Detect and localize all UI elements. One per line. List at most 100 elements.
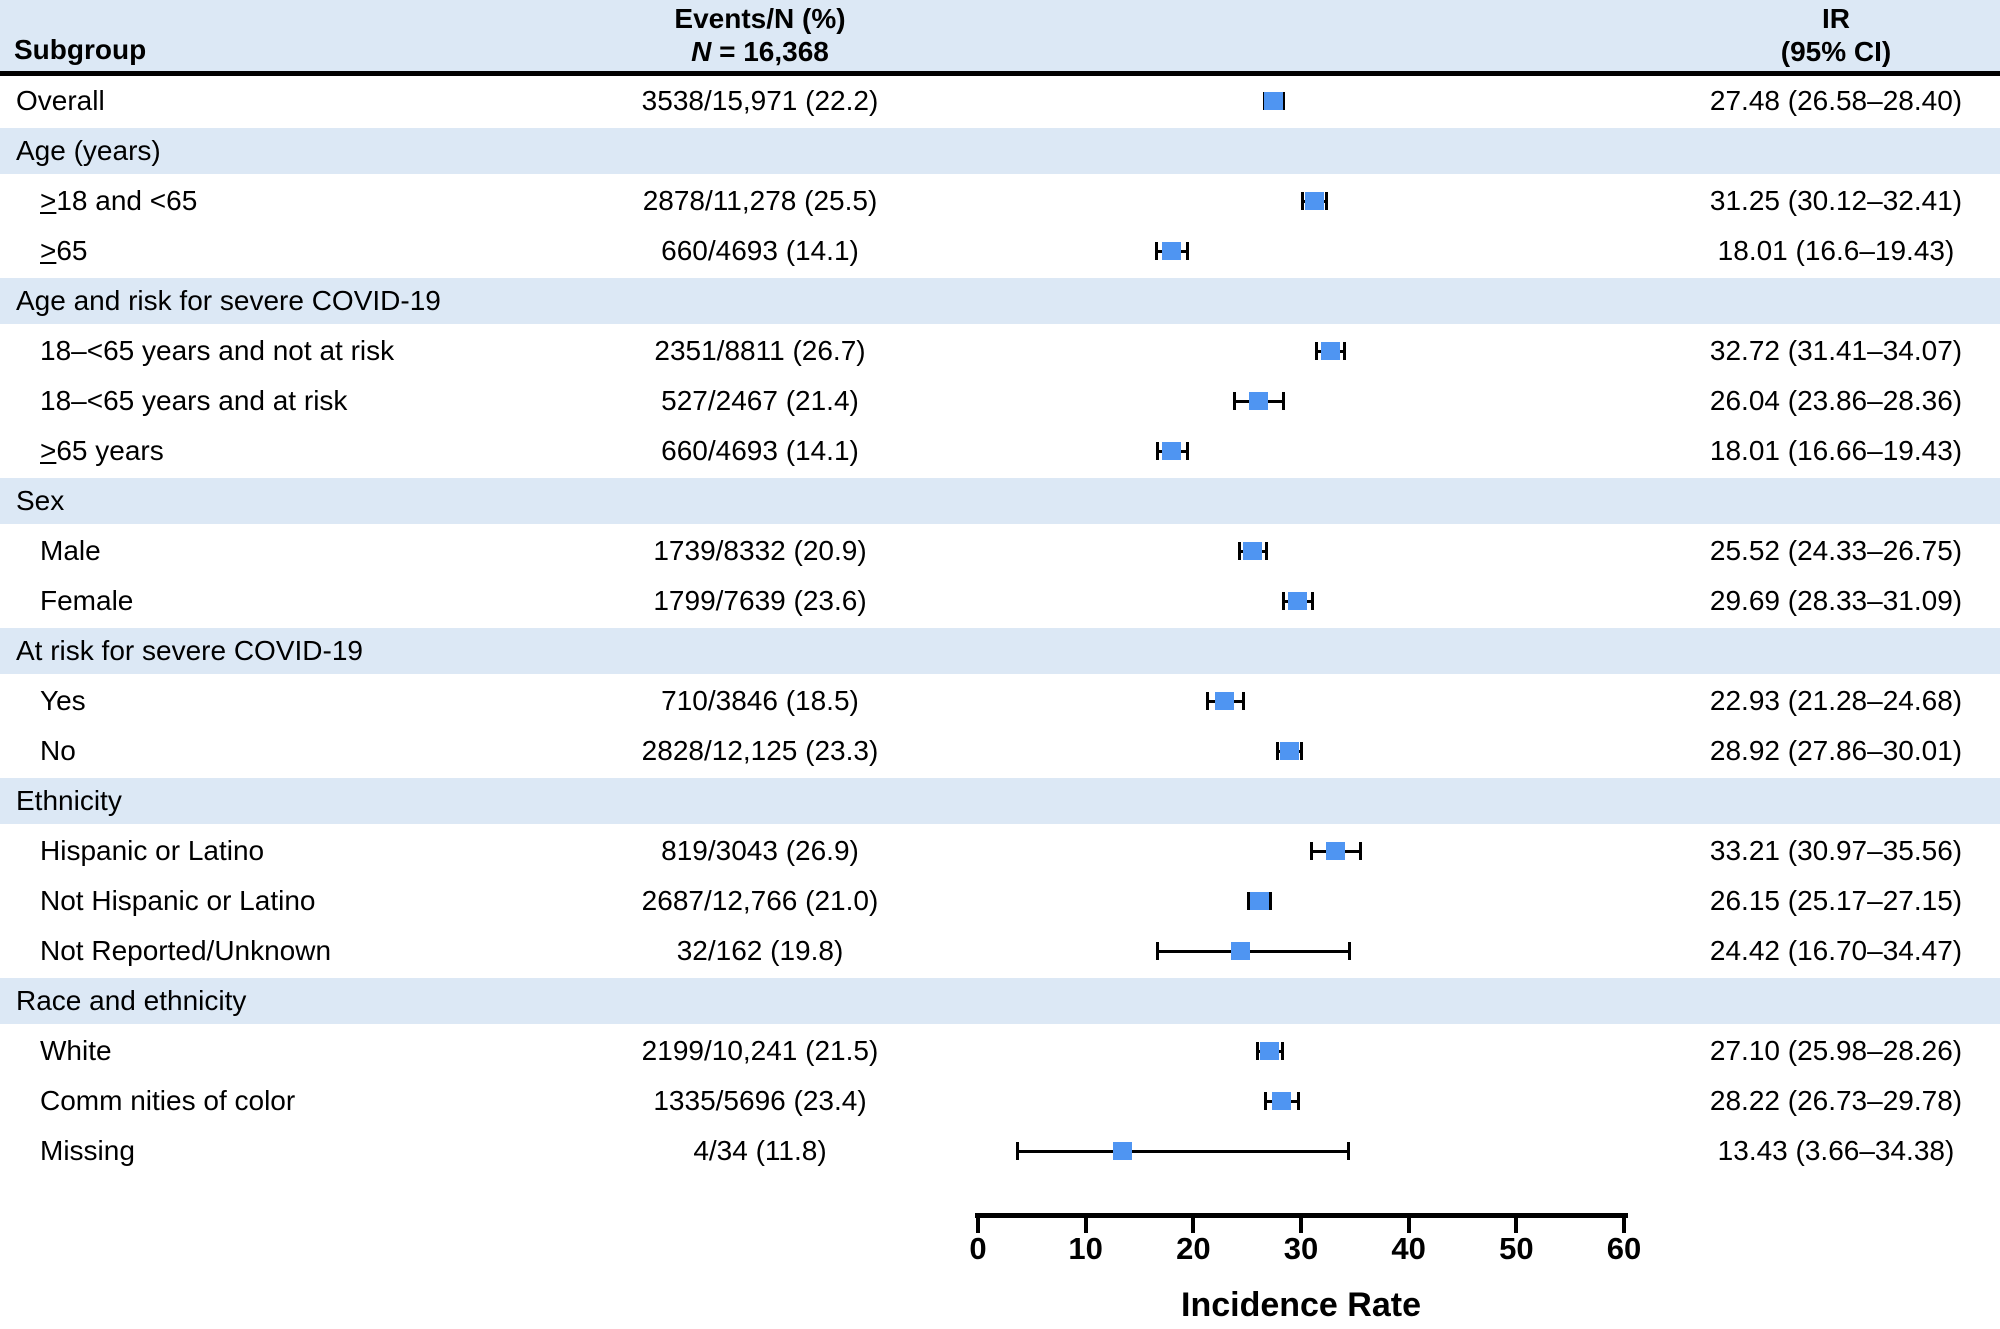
x-axis-tick-label: 20 [1176, 1231, 1211, 1266]
point-marker [1248, 392, 1268, 410]
point-marker [1288, 592, 1308, 610]
events-value: 1335/5696 (23.4) [653, 1085, 867, 1116]
section-header-row: Age and risk for severe COVID-19 [0, 276, 2000, 326]
point-marker [1250, 892, 1270, 910]
subgroup-label: >18 and <65 [40, 185, 198, 216]
ir-column-header: IR (95% CI) [1676, 2, 1996, 68]
table-row: No 2828/12,125 (23.3) 28.92 (27.86–30.01… [0, 726, 2000, 776]
ir-value: 33.21 (30.97–35.56) [1709, 835, 1963, 866]
ci-cap-low [1247, 892, 1251, 910]
point-marker [1162, 442, 1182, 460]
table-row: Comm nities of color 1335/5696 (23.4) 28… [0, 1076, 2000, 1126]
events-value: 4/34 (11.8) [693, 1135, 827, 1166]
ci-cap-high [1280, 1042, 1284, 1060]
subgroup-column-header: Subgroup [14, 34, 147, 65]
ci-cap-high [1347, 942, 1351, 960]
events-value: 2351/8811 (26.7) [654, 335, 866, 366]
section-header-row: Ethnicity [0, 776, 2000, 826]
ci-cap-low [1205, 692, 1209, 710]
subgroup-label: Yes [40, 685, 86, 716]
x-axis-tick-label: 10 [1068, 1231, 1103, 1266]
subgroup-label: 18–<65 years and at risk [40, 385, 348, 416]
table-body: Overall 3538/15,971 (22.2) 27.48 (26.58–… [0, 76, 2000, 1176]
events-value: 660/4693 (14.1) [661, 235, 859, 266]
ir-value: 18.01 (16.6–19.43) [1717, 235, 1955, 266]
table-row: Female 1799/7639 (23.6) 29.69 (28.33–31.… [0, 576, 2000, 626]
ci-cap-high [1359, 842, 1363, 860]
table-row: Hispanic or Latino 819/3043 (26.9) 33.21… [0, 826, 2000, 876]
ci-cap-low [1276, 742, 1280, 760]
ci-cap-low [1155, 242, 1159, 260]
point-marker [1162, 242, 1182, 260]
table-row: Male 1739/8332 (20.9) 25.52 (24.33–26.75… [0, 526, 2000, 576]
ci-cap-low [1309, 842, 1313, 860]
table-row: >18 and <65 2878/11,278 (25.5) 31.25 (30… [0, 176, 2000, 226]
subgroup-label: White [40, 1035, 112, 1066]
events-value: 710/3846 (18.5) [661, 685, 859, 716]
ir-value: 26.15 (25.17–27.15) [1709, 885, 1963, 916]
ir-value: 32.72 (31.41–34.07) [1709, 335, 1963, 366]
table-row: >65 years 660/4693 (14.1) 18.01 (16.66–1… [0, 426, 2000, 476]
ci-cap-low [1281, 592, 1285, 610]
ci-cap-high [1264, 542, 1268, 560]
table-row: 18–<65 years and at risk 527/2467 (21.4)… [0, 376, 2000, 426]
section-header-row: At risk for severe COVID-19 [0, 626, 2000, 676]
subgroup-label: Race and ethnicity [16, 985, 247, 1016]
ci-cap-high [1343, 342, 1347, 360]
events-value: 1739/8332 (20.9) [653, 535, 867, 566]
x-axis-tick [1299, 1213, 1303, 1233]
ir-header-line1: IR [1822, 3, 1850, 34]
ir-value: 31.25 (30.12–32.41) [1709, 185, 1963, 216]
ci-cap-high [1185, 442, 1189, 460]
n-total: = 16,368 [711, 36, 829, 67]
subgroup-label: Not Hispanic or Latino [40, 885, 316, 916]
table-row: Not Hispanic or Latino 2687/12,766 (21.0… [0, 876, 2000, 926]
table-row: Overall 3538/15,971 (22.2) 27.48 (26.58–… [0, 76, 2000, 126]
table-row: Missing 4/34 (11.8) 13.43 (3.66–34.38) [0, 1126, 2000, 1176]
ir-value: 25.52 (24.33–26.75) [1709, 535, 1963, 566]
subgroup-label: 18–<65 years and not at risk [40, 335, 395, 366]
events-value: 2199/10,241 (21.5) [641, 1035, 879, 1066]
subgroup-label: >65 years [40, 435, 164, 466]
point-marker [1215, 692, 1235, 710]
x-axis-title: Incidence Rate [1181, 1286, 1421, 1324]
ci-cap-high [1185, 242, 1189, 260]
ir-header-line2: (95% CI) [1780, 36, 1892, 67]
point-marker [1304, 192, 1324, 210]
point-marker [1113, 1142, 1133, 1160]
subgroup-label: Ethnicity [16, 785, 122, 816]
ci-cap-high [1311, 592, 1315, 610]
x-axis-tick [1622, 1213, 1626, 1233]
events-value: 2687/12,766 (21.0) [641, 885, 879, 916]
section-header-row: Age (years) [0, 126, 2000, 176]
ci-line [1157, 950, 1350, 953]
x-axis-tick-label: 30 [1283, 1231, 1319, 1266]
events-column-header: Events/N (%) N = 16,368 [540, 2, 980, 68]
x-axis-tick-label: 60 [1606, 1231, 1642, 1266]
ci-cap-high [1346, 1142, 1350, 1160]
ci-cap-low [1264, 1092, 1268, 1110]
ir-value: 27.10 (25.98–28.26) [1709, 1035, 1963, 1066]
section-header-row: Sex [0, 476, 2000, 526]
subgroup-label: Age and risk for severe COVID-19 [16, 285, 441, 316]
ir-value: 24.42 (16.70–34.47) [1709, 935, 1963, 966]
ci-cap-low [1300, 192, 1304, 210]
point-marker [1279, 742, 1299, 760]
x-axis-tick-label: 50 [1499, 1231, 1534, 1266]
point-marker [1231, 942, 1251, 960]
subgroup-label: Age (years) [16, 135, 161, 166]
events-value: 1799/7639 (23.6) [653, 585, 867, 616]
ir-value: 27.48 (26.58–28.40) [1709, 85, 1963, 116]
table-row: Not Reported/Unknown 32/162 (19.8) 24.42… [0, 926, 2000, 976]
subgroup-label: Not Reported/Unknown [40, 935, 332, 966]
ci-line [1017, 1150, 1349, 1153]
ir-value: 28.92 (27.86–30.01) [1709, 735, 1963, 766]
subgroup-label: At risk for severe COVID-19 [16, 635, 363, 666]
point-marker [1264, 92, 1284, 110]
ir-value: 18.01 (16.66–19.43) [1709, 435, 1963, 466]
subgroup-label: Sex [16, 485, 65, 516]
table-row: Yes 710/3846 (18.5) 22.93 (21.28–24.68) [0, 676, 2000, 726]
ci-cap-low [1256, 1042, 1260, 1060]
events-value: 527/2467 (21.4) [661, 385, 859, 416]
events-value: 660/4693 (14.1) [661, 435, 859, 466]
